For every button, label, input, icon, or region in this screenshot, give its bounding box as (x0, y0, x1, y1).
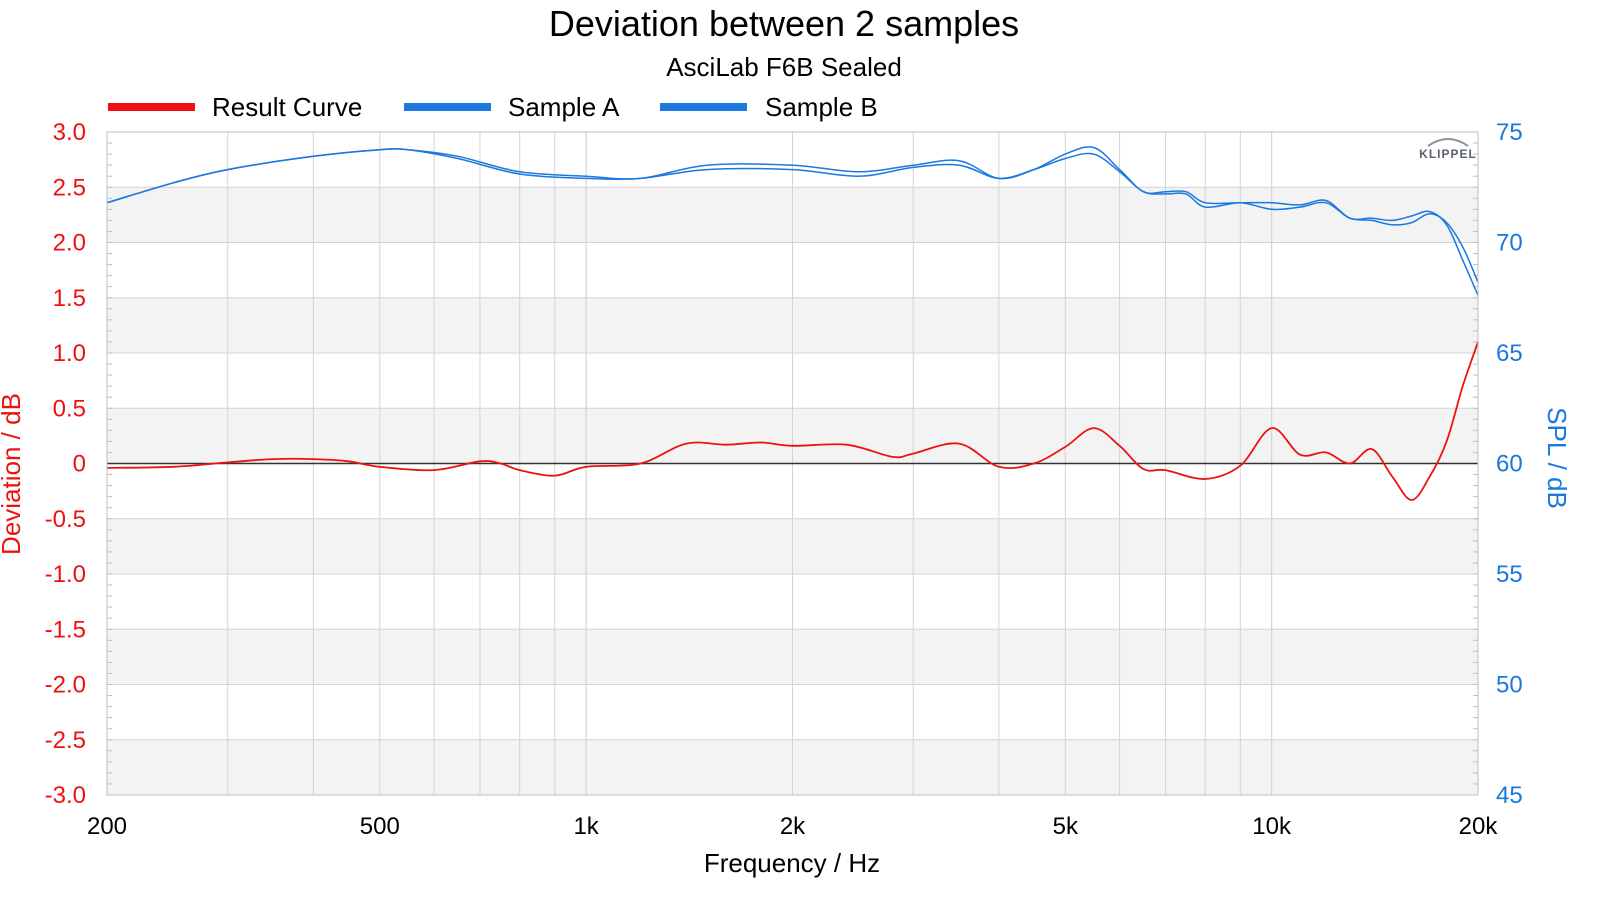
left-tick-label: -2.0 (45, 672, 86, 699)
legend: Result Curve Sample A Sample B (108, 92, 878, 122)
x-tick-label: 5k (1053, 813, 1079, 840)
x-axis-label: Frequency / Hz (704, 848, 880, 878)
legend-swatch-sample-a (404, 103, 491, 111)
series-line-sample-a (106, 147, 1479, 283)
series-line-result-curve (106, 341, 1479, 501)
left-tick-label: 1.5 (53, 285, 86, 312)
right-tick-label: 60 (1496, 451, 1523, 478)
plot-frame (106, 131, 1479, 796)
x-tick-label: 500 (360, 813, 400, 840)
left-tick-label: 3.0 (53, 119, 86, 146)
x-tick-label: 200 (87, 813, 127, 840)
right-tick-label: 70 (1496, 230, 1523, 257)
legend-label-sample-a: Sample A (508, 92, 620, 122)
right-tick-label: 75 (1496, 119, 1523, 146)
left-tick-label: 2.0 (53, 230, 86, 257)
chart-title: Deviation between 2 samples (549, 3, 1019, 44)
left-axis-ticks: 3.0 2.5 2.0 1.5 1.0 0.5 0 -0.5 -1.0 -1.5 -2.0 -2.5 -… (45, 119, 86, 809)
left-tick-label: 0.5 (53, 395, 86, 422)
x-tick-label: 20k (1459, 813, 1499, 840)
legend-swatch-sample-b (660, 103, 747, 111)
right-axis-label: SPL / dB (1542, 407, 1572, 509)
x-tick-label: 10k (1252, 813, 1292, 840)
right-tick-label: 50 (1496, 672, 1523, 699)
right-tick-label: 45 (1496, 782, 1523, 809)
left-tick-label: 1.0 (53, 340, 86, 367)
left-tick-label: -2.5 (45, 727, 86, 754)
right-axis-ticks: 75 70 65 60 55 50 45 (1496, 119, 1523, 809)
x-axis-ticks: 200 500 1k 2k 5k 10k 20k (87, 813, 1498, 840)
left-tick-label: 2.5 (53, 174, 86, 201)
series-lines (106, 146, 1479, 501)
chart-subtitle: AsciLab F6B Sealed (666, 52, 902, 82)
legend-swatch-result-curve (108, 103, 195, 111)
left-tick-label: -1.5 (45, 616, 86, 643)
right-tick-label: 65 (1496, 340, 1523, 367)
left-tick-label: -1.0 (45, 561, 86, 588)
legend-item-sample-b: Sample B (660, 92, 878, 122)
left-tick-label: 0 (73, 451, 86, 478)
legend-item-result-curve: Result Curve (108, 92, 362, 122)
x-tick-label: 1k (573, 813, 599, 840)
left-tick-label: -3.0 (45, 782, 86, 809)
series-line-sample-b (106, 146, 1479, 296)
klippel-logo: KLIPPEL (1419, 138, 1477, 161)
logo-text: KLIPPEL (1419, 147, 1477, 161)
legend-label-result-curve: Result Curve (212, 92, 362, 122)
right-tick-label: 55 (1496, 561, 1523, 588)
left-tick-label: -0.5 (45, 506, 86, 533)
legend-label-sample-b: Sample B (765, 92, 878, 122)
left-axis-label: Deviation / dB (0, 393, 26, 555)
logo-arc-icon (1427, 138, 1469, 147)
legend-item-sample-a: Sample A (404, 92, 620, 122)
x-tick-label: 2k (780, 813, 806, 840)
